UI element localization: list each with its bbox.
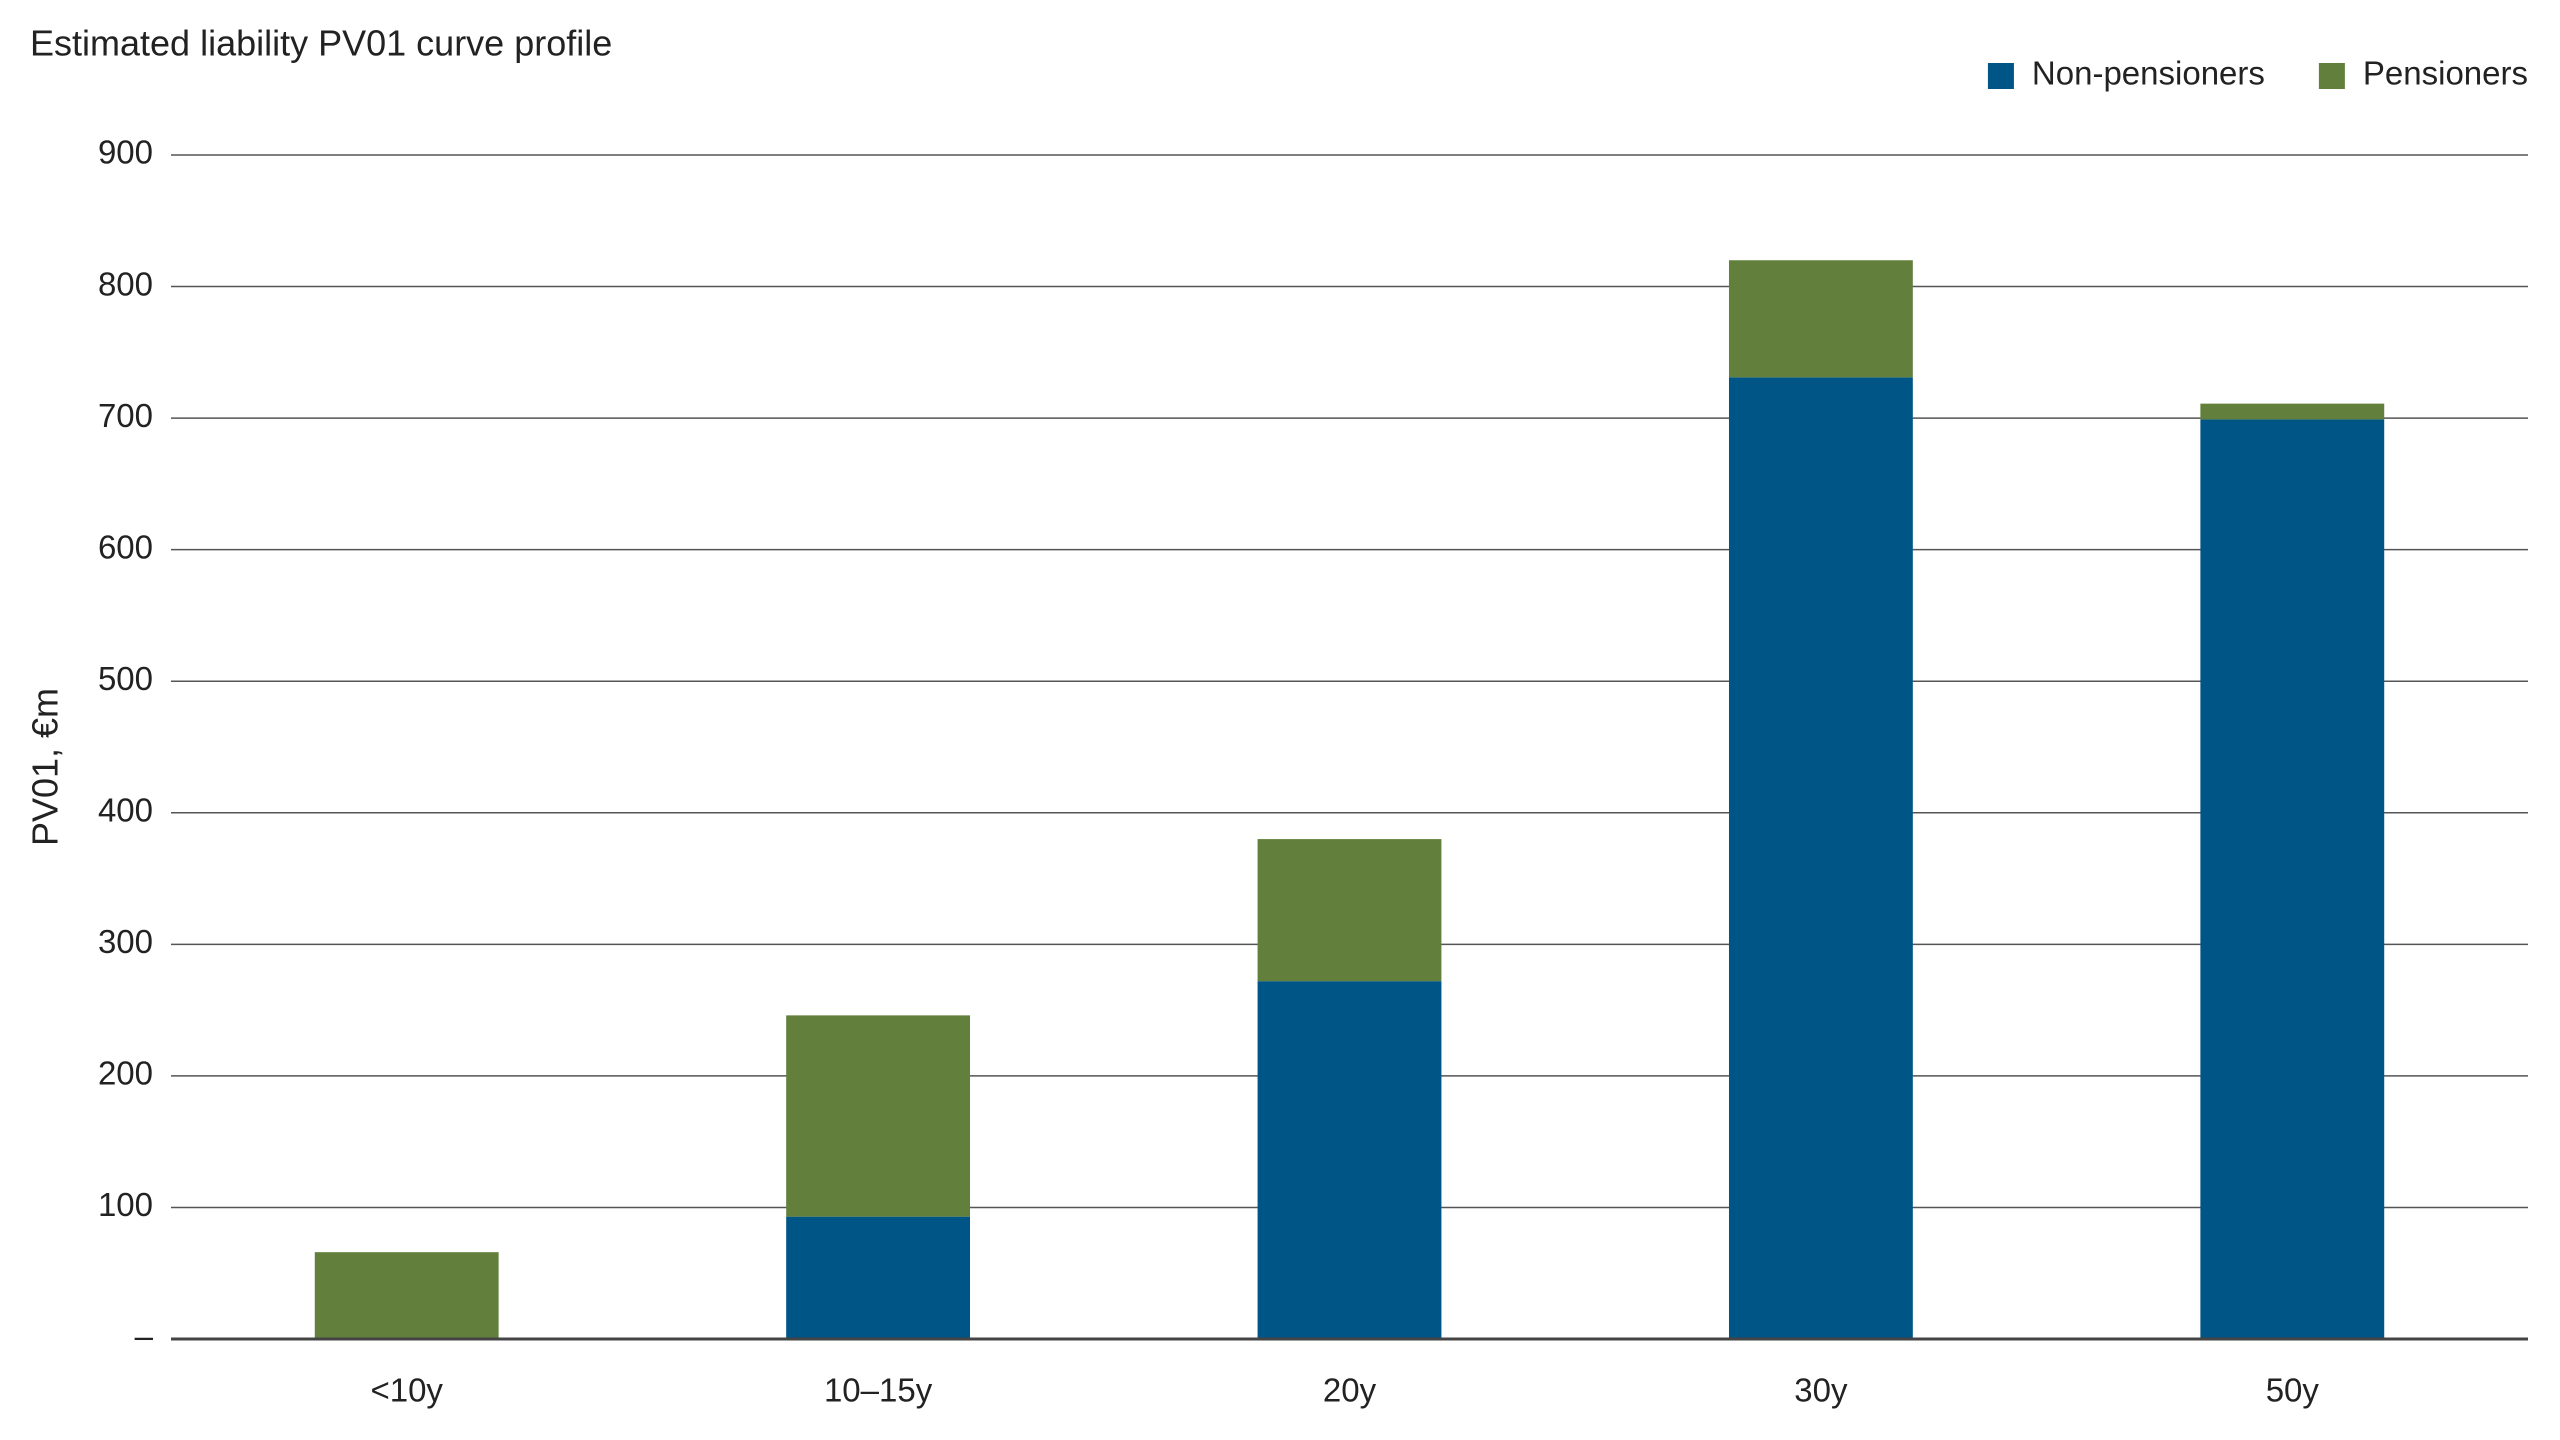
y-tick-label: 300 <box>98 923 153 960</box>
chart-title: Estimated liability PV01 curve profile <box>30 23 612 64</box>
legend-label: Pensioners <box>2363 55 2528 92</box>
x-tick-label: 30y <box>1794 1372 1848 1409</box>
legend-swatch <box>2318 63 2345 89</box>
bar-segment <box>786 1216 971 1339</box>
y-tick-label: 800 <box>98 265 153 302</box>
y-axis-label: PV01, €m <box>25 688 66 846</box>
y-tick-label: – <box>135 1318 154 1355</box>
x-tick-label: 20y <box>1323 1372 1377 1409</box>
bar-segment <box>1257 839 1442 982</box>
y-tick-label: 600 <box>98 528 153 565</box>
bar-segment <box>1728 260 1913 378</box>
bar-segment <box>1257 981 1442 1339</box>
y-tick-label: 100 <box>98 1186 153 1223</box>
legend-swatch <box>1987 63 2014 89</box>
bar-segment <box>1728 377 1913 1340</box>
bar-segment <box>786 1015 971 1217</box>
x-tick-label: 50y <box>2266 1372 2320 1409</box>
bar-segment <box>2200 403 2385 420</box>
y-tick-label: 900 <box>98 134 153 171</box>
bar-segment <box>314 1252 499 1339</box>
y-tick-label: 700 <box>98 397 153 434</box>
x-tick-label: <10y <box>370 1372 443 1409</box>
legend-label: Non-pensioners <box>2032 55 2265 92</box>
y-tick-label: 500 <box>98 660 153 697</box>
y-tick-label: 400 <box>98 791 153 828</box>
bar-segment <box>2200 419 2385 1340</box>
x-tick-label: 10–15y <box>824 1372 933 1409</box>
y-tick-label: 200 <box>98 1055 153 1092</box>
